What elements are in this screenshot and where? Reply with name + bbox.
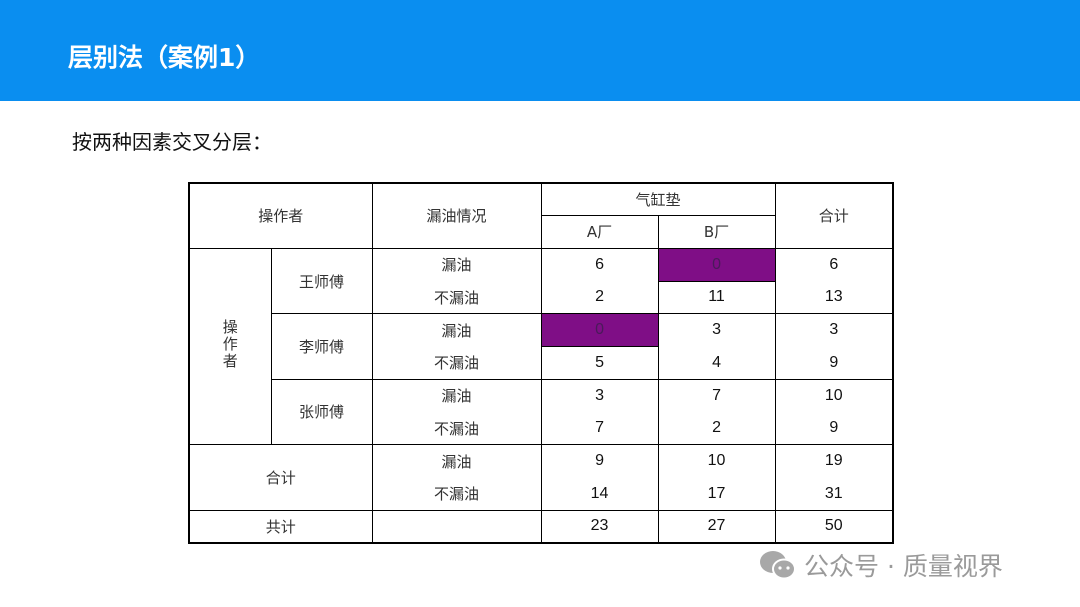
grand-total-a: 23	[540, 509, 659, 544]
cell-total: 10	[774, 378, 894, 412]
cell-b: 10	[657, 444, 776, 478]
cell-b: 4	[657, 346, 776, 380]
operator-name: 王师傅	[270, 247, 373, 315]
cell-a: 5	[540, 346, 659, 380]
cell-a: 6	[540, 247, 659, 282]
header-gasket: 气缸垫	[540, 182, 776, 216]
cell-b: 17	[657, 477, 776, 511]
leak-status: 不漏油	[371, 411, 542, 446]
cell-a: 14	[540, 477, 659, 511]
cell-b: 7	[657, 378, 776, 412]
header-operator: 操作者	[188, 182, 373, 249]
leak-status: 不漏油	[371, 281, 542, 315]
header-leak-status: 漏油情况	[371, 182, 542, 249]
cell-b: 3	[657, 313, 776, 347]
header-factory-a: A厂	[540, 214, 659, 249]
subtotal-label: 合计	[188, 444, 373, 511]
stratification-table: 操作者 漏油情况 气缸垫 合计 A厂 B厂 操作者 王师傅 漏油 6 0 6 不…	[188, 182, 895, 544]
cell-total: 31	[774, 477, 894, 511]
leak-status: 漏油	[371, 247, 542, 282]
header-total: 合计	[774, 182, 894, 249]
cell-b: 2	[657, 411, 776, 446]
cell-total: 13	[774, 281, 894, 315]
operator-name: 张师傅	[270, 378, 373, 446]
cell-b-highlighted: 0	[657, 247, 776, 282]
cell-total: 9	[774, 346, 894, 380]
header-bar	[0, 0, 1080, 101]
leak-status: 不漏油	[371, 477, 542, 511]
grand-total-label: 共计	[188, 509, 373, 544]
grand-total-empty	[371, 509, 542, 544]
cell-b: 11	[657, 281, 776, 315]
cell-a: 9	[540, 444, 659, 478]
leak-status: 漏油	[371, 444, 542, 478]
watermark: 公众号 · 质量视界	[758, 547, 1003, 583]
slide-subtitle: 按两种因素交叉分层：	[72, 130, 272, 154]
grand-total-b: 27	[657, 509, 776, 544]
cell-a-highlighted: 0	[540, 313, 659, 347]
cell-a: 2	[540, 281, 659, 315]
slide-title: 层别法（案例1）	[68, 43, 261, 72]
cell-a: 7	[540, 411, 659, 446]
header-factory-b: B厂	[657, 214, 776, 249]
leak-status: 不漏油	[371, 346, 542, 380]
grand-total-sum: 50	[774, 509, 894, 544]
cell-total: 9	[774, 411, 894, 446]
cell-total: 6	[774, 247, 894, 282]
cell-a: 3	[540, 378, 659, 412]
leak-status: 漏油	[371, 378, 542, 412]
watermark-text: 公众号 · 质量视界	[804, 552, 1003, 581]
leak-status: 漏油	[371, 313, 542, 347]
cell-total: 3	[774, 313, 894, 347]
operator-name: 李师傅	[270, 313, 373, 380]
wechat-icon	[760, 551, 796, 580]
cell-total: 19	[774, 444, 894, 478]
operator-group-label: 操作者	[188, 247, 272, 446]
